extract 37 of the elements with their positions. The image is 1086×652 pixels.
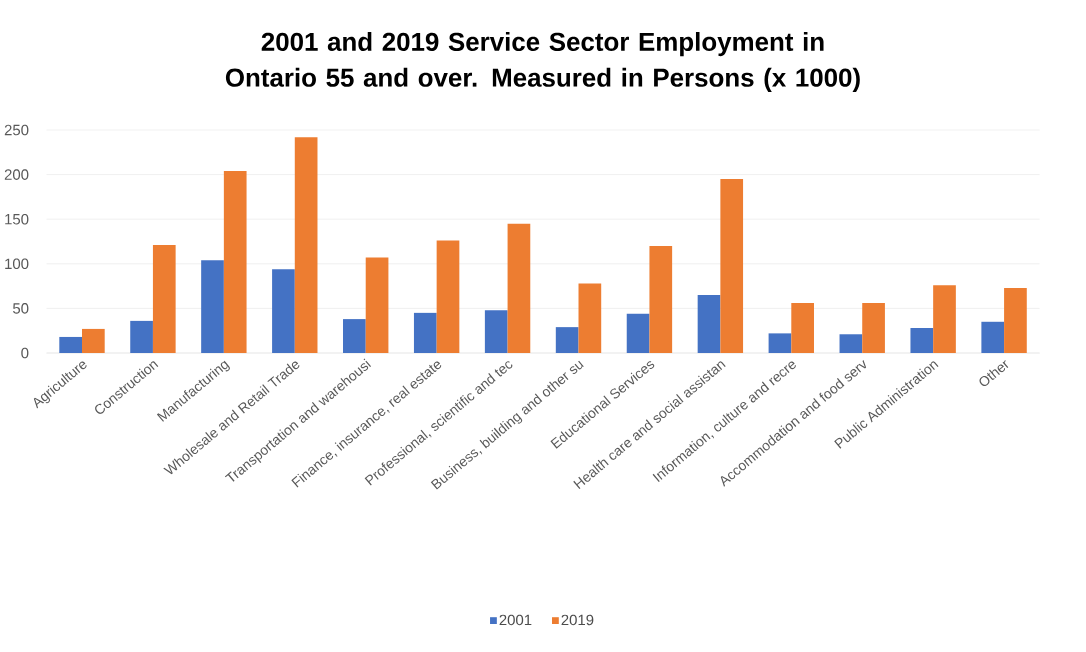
bar [649, 245, 673, 353]
bar [981, 321, 1005, 353]
bar [436, 240, 460, 353]
legend-label: 2019 [561, 614, 594, 626]
y-tick-label: 150 [5, 213, 29, 225]
bar [697, 295, 721, 353]
chart-title: 2001 and 2019 Service Sector Employment in Ontario 55 and over. Measured in Persons (x 1000) [225, 31, 860, 92]
bar [130, 320, 153, 353]
bar [768, 333, 792, 353]
bar [223, 171, 247, 353]
bar [862, 303, 885, 353]
bar [507, 223, 531, 353]
y-tick-label: 100 [5, 258, 29, 270]
y-tick-label: 50 [12, 303, 29, 314]
bar [839, 334, 863, 353]
bar [555, 327, 579, 353]
legend-label: 2001 [499, 614, 532, 626]
bar [1004, 287, 1027, 353]
bar [365, 257, 389, 353]
bar [201, 260, 224, 353]
bar [82, 328, 105, 353]
bar [933, 285, 956, 353]
bar [343, 319, 366, 353]
bar [578, 283, 602, 353]
bar [791, 303, 814, 353]
y-tick-label: 250 [4, 124, 29, 136]
bar [294, 137, 318, 353]
y-tick-label: 0 [21, 347, 29, 359]
y-tick-label: 200 [4, 169, 29, 180]
bar [152, 245, 176, 353]
bar [413, 312, 437, 353]
bar [272, 269, 295, 353]
bar [484, 310, 508, 353]
bar [59, 336, 82, 353]
bar [626, 313, 650, 353]
bar [910, 328, 934, 353]
bar [720, 179, 744, 353]
